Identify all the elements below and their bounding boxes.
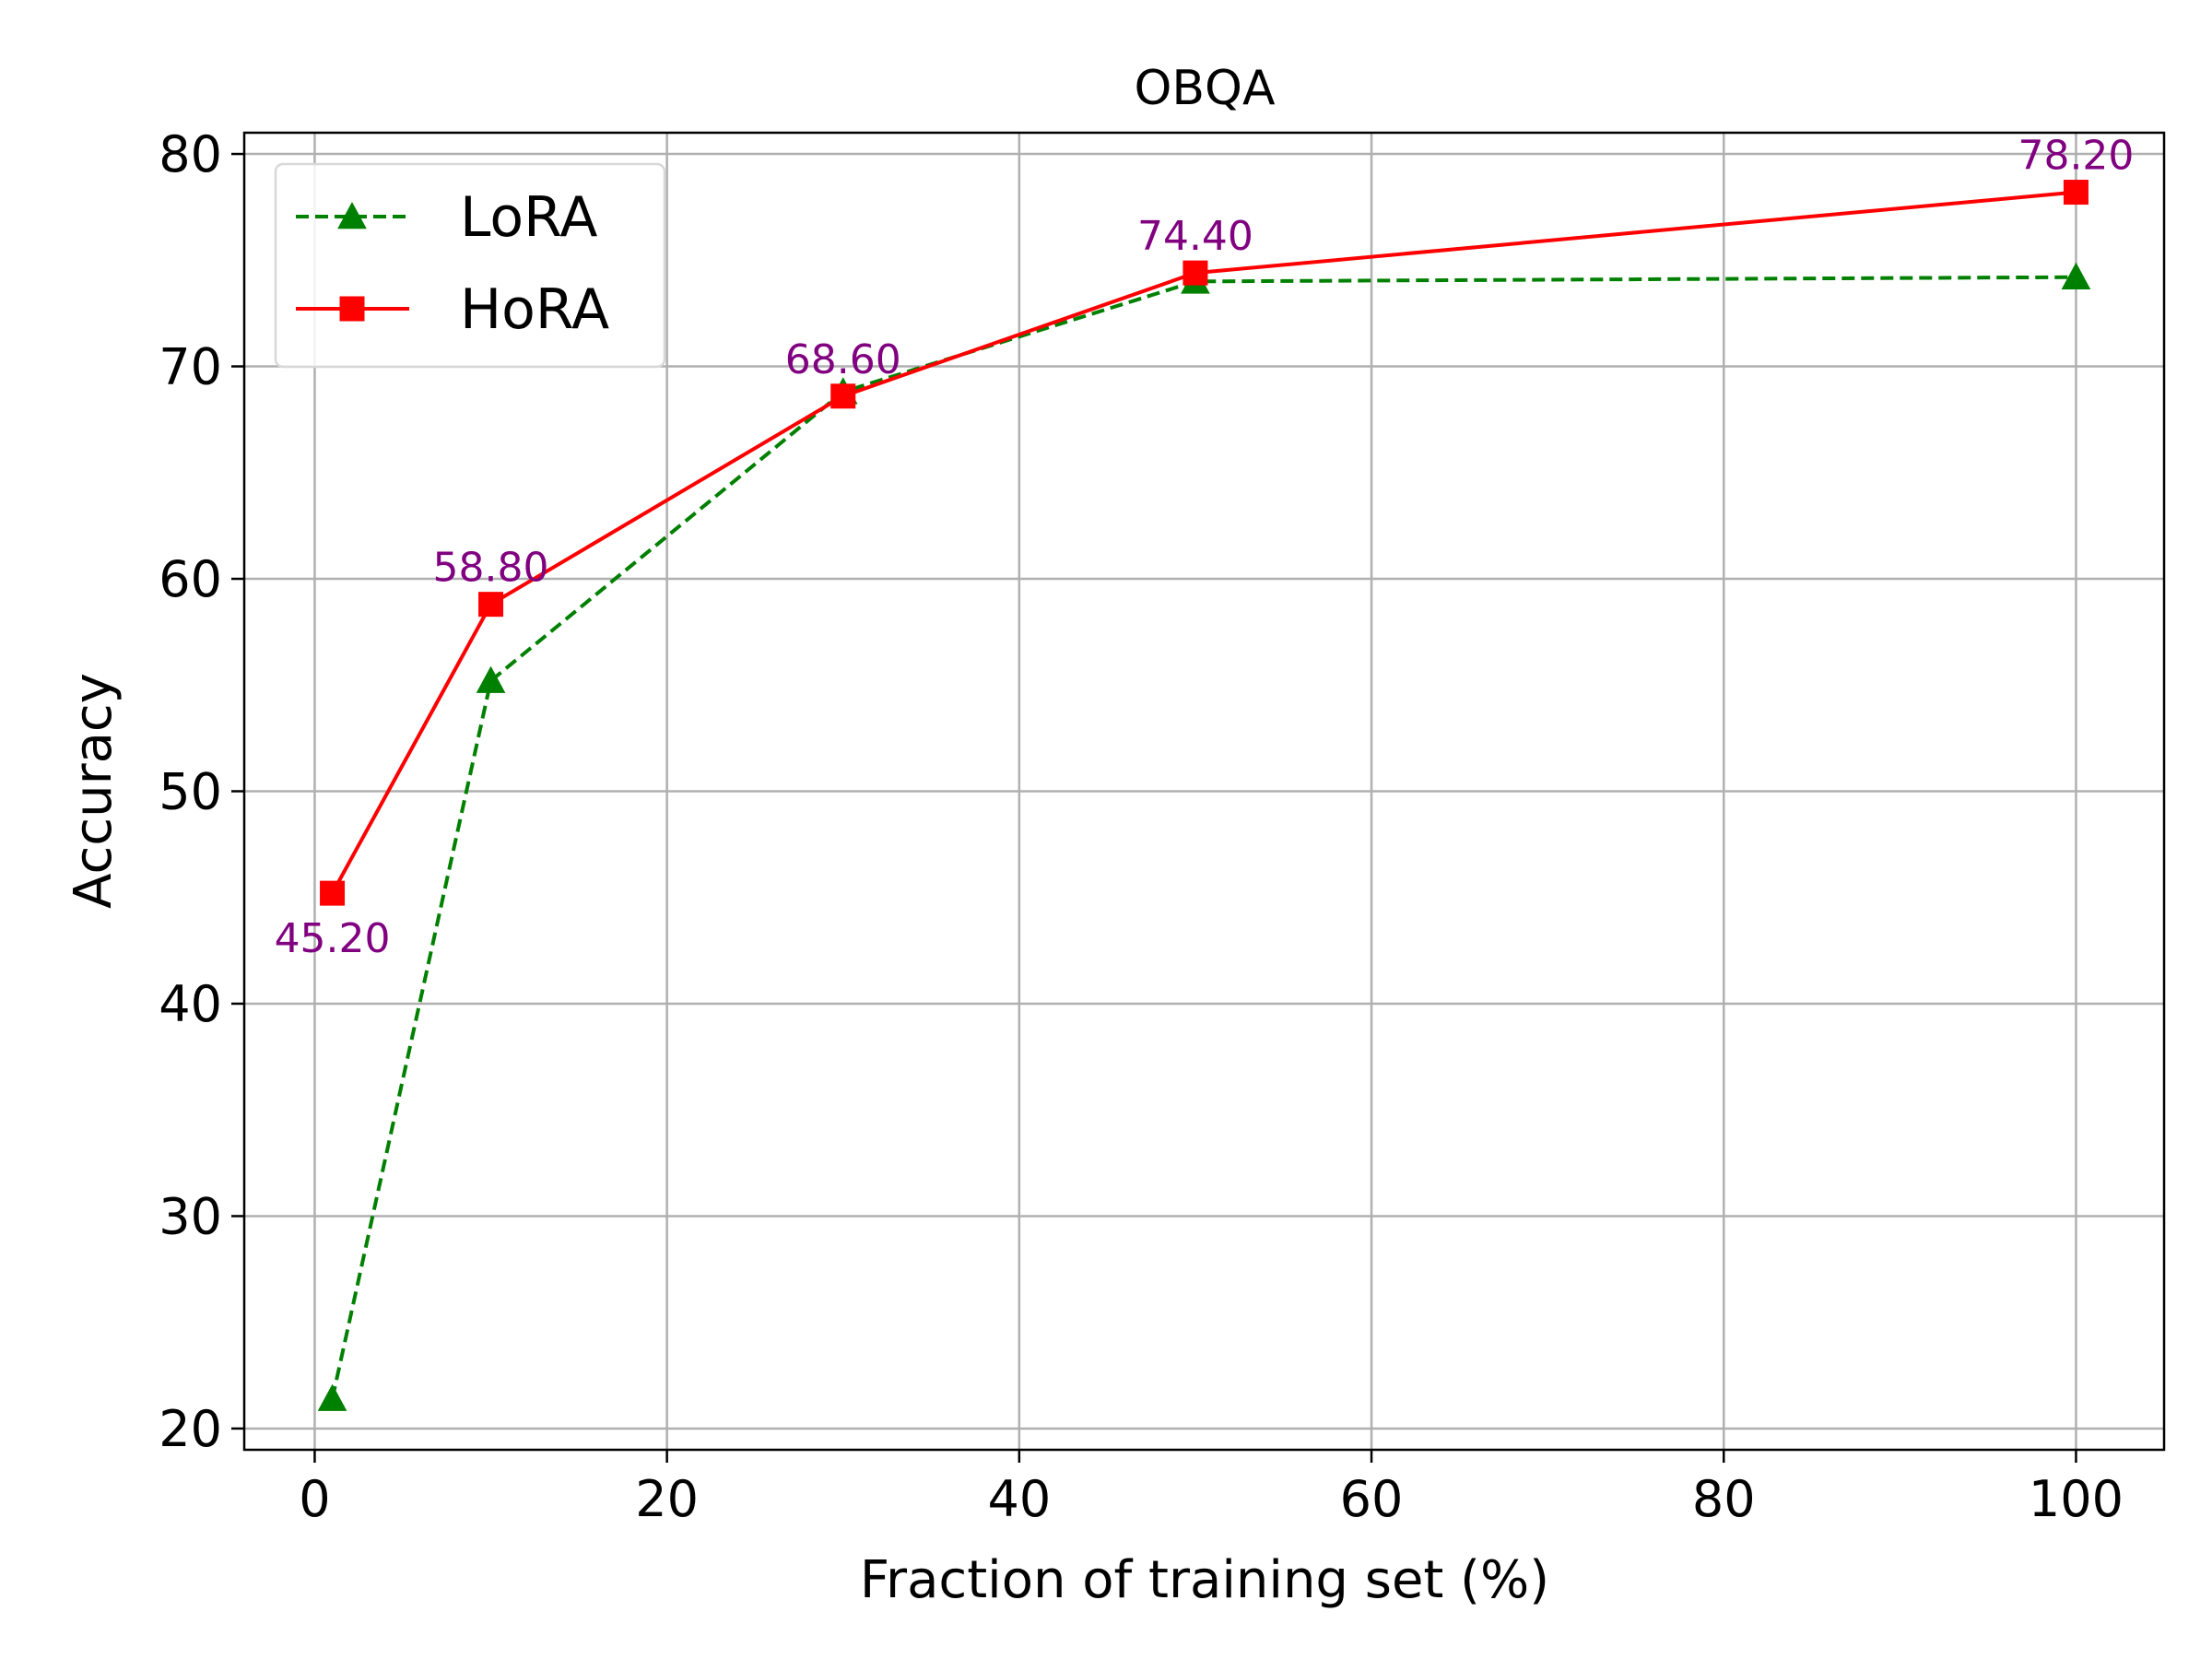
series-hora <box>320 180 2088 906</box>
y-tick-label: 30 <box>159 1187 222 1245</box>
series-line-lora <box>330 275 2077 1400</box>
legend-label: LoRA <box>460 185 597 250</box>
data-point-lora <box>476 665 506 693</box>
data-label: 68.60 <box>785 336 901 383</box>
axes: 0 20 40 60 80 100 20 30 40 50 60 70 80 <box>159 125 2166 1528</box>
data-label: 78.20 <box>2018 133 2134 180</box>
data-series <box>317 180 2091 1411</box>
legend-entry-hora: HoRA <box>296 277 609 342</box>
data-point-lora <box>2061 262 2091 289</box>
data-point-hora <box>320 880 346 906</box>
series-lora <box>317 262 2091 1411</box>
data-label: 58.80 <box>433 545 549 592</box>
y-tick-label: 80 <box>159 125 222 183</box>
y-axis-label: Accuracy <box>64 673 124 909</box>
legend-marker <box>337 201 367 229</box>
y-tick-label: 20 <box>159 1400 222 1458</box>
chart-title: OBQA <box>1134 61 1276 116</box>
x-tick-label: 0 <box>299 1470 330 1528</box>
x-tick-label: 80 <box>1692 1470 1756 1528</box>
data-labels: 45.20 58.80 68.60 74.40 78.20 <box>275 133 2135 963</box>
data-label: 45.20 <box>275 915 391 962</box>
legend-entry-lora: LoRA <box>296 185 597 250</box>
data-label: 74.40 <box>1137 213 1253 260</box>
legend-box <box>274 162 666 369</box>
x-tick-label: 100 <box>2029 1470 2124 1528</box>
x-tick-label: 20 <box>635 1470 699 1528</box>
legend-label: HoRA <box>460 277 609 342</box>
legend: LoRA HoRA <box>274 162 666 369</box>
y-tick-label: 40 <box>159 975 222 1033</box>
x-tick-label: 60 <box>1340 1470 1404 1528</box>
data-point-hora <box>830 383 856 409</box>
data-point-hora <box>2063 180 2088 206</box>
x-axis-label: Fraction of training set (%) <box>860 1550 1549 1610</box>
data-point-lora <box>317 1383 347 1411</box>
data-point-hora <box>478 592 504 618</box>
data-point-hora <box>1182 260 1208 286</box>
x-tick-label: 40 <box>987 1470 1051 1528</box>
y-tick-label: 50 <box>159 763 222 821</box>
legend-marker <box>339 296 365 322</box>
y-tick-label: 60 <box>159 550 222 608</box>
y-tick-label: 70 <box>159 338 222 396</box>
